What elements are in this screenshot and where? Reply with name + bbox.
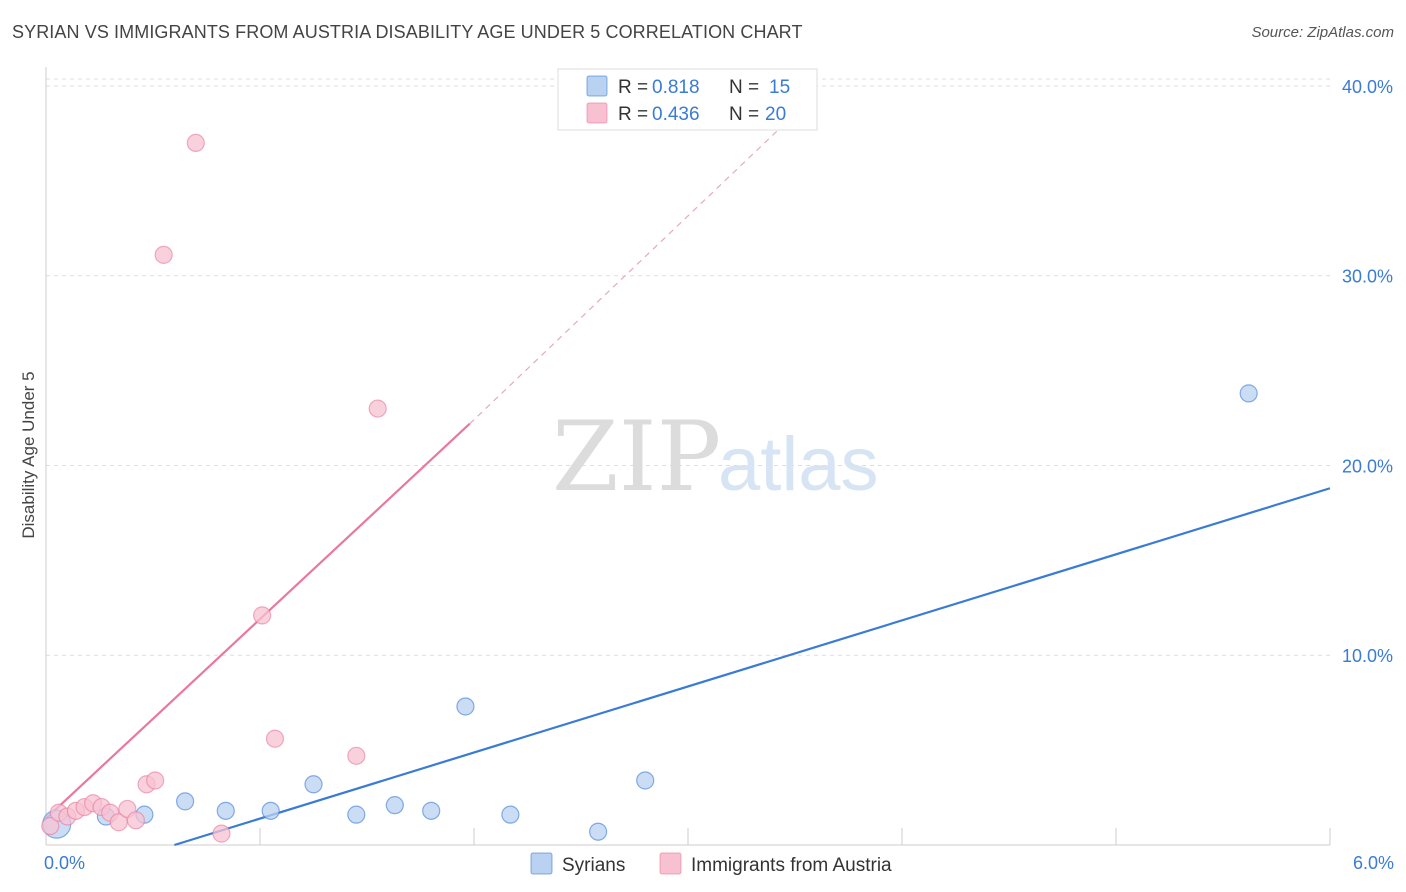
point-syrians-11 <box>501 805 520 824</box>
watermark-atlas: atlas <box>718 422 879 507</box>
point-austria-13 <box>154 245 173 264</box>
legend-stats: R = 0.818 N = 15 R = 0.436 N = 20 <box>557 68 818 131</box>
legend-r-value-austria: 0.436 <box>652 104 700 125</box>
x-tick-label-0: 0.0% <box>44 853 85 873</box>
point-austria-15 <box>212 824 231 843</box>
legend-n-value-syrians: 15 <box>769 77 790 98</box>
point-austria-16 <box>253 606 272 625</box>
point-syrians-10 <box>456 697 475 716</box>
point-syrians-7 <box>347 805 366 824</box>
point-syrians-4 <box>216 801 235 820</box>
data-points <box>41 133 1258 843</box>
chart-title: SYRIAN VS IMMIGRANTS FROM AUSTRIA DISABI… <box>12 22 803 42</box>
legend-swatch-austria <box>586 102 608 124</box>
y-tick-label-2: 30.0% <box>1342 267 1393 287</box>
point-syrians-12 <box>589 822 608 841</box>
point-austria-19 <box>368 399 387 418</box>
point-syrians-5 <box>261 801 280 820</box>
point-austria-18 <box>347 746 366 765</box>
legend-r-label-syrians: R = <box>618 77 648 98</box>
point-austria-12 <box>146 771 165 790</box>
point-syrians-6 <box>304 775 323 794</box>
legend-bottom-label-austria: Immigrants from Austria <box>691 855 892 876</box>
point-syrians-8 <box>385 796 404 815</box>
y-tick-label-1: 20.0% <box>1342 456 1393 476</box>
legend-n-label-syrians: N = <box>729 77 759 98</box>
y-tick-label-3: 40.0% <box>1342 77 1393 97</box>
point-syrians-14 <box>1239 384 1258 403</box>
point-austria-17 <box>265 729 285 748</box>
legend-bottom-swatch-syrians <box>530 852 553 875</box>
trend-extension-austria <box>469 93 817 425</box>
grid-lines <box>46 78 1330 656</box>
trend-line-syrians <box>174 487 1331 847</box>
point-syrians-3 <box>176 792 195 811</box>
legend-n-label-austria: N = <box>729 104 759 125</box>
chart-source: Source: ZipAtlas.com <box>1251 24 1394 41</box>
watermark-zip: ZIP <box>552 401 721 513</box>
legend-r-value-syrians: 0.818 <box>652 77 700 98</box>
x-tick-label-1: 6.0% <box>1353 853 1394 873</box>
legend-r-label-austria: R = <box>618 104 648 125</box>
legend-bottom-label-syrians: Syrians <box>562 855 625 876</box>
point-syrians-9 <box>422 801 441 820</box>
point-austria-14 <box>186 133 205 153</box>
legend-series: Syrians Immigrants from Austria <box>530 852 892 876</box>
point-austria-10 <box>126 811 145 830</box>
point-syrians-13 <box>636 771 655 790</box>
legend-swatch-syrians <box>586 75 608 97</box>
legend-n-value-austria: 20 <box>765 104 786 125</box>
y-tick-label-0: 10.0% <box>1342 646 1393 666</box>
axes <box>45 67 1331 846</box>
watermark: ZIP atlas <box>552 401 879 513</box>
tick-labels: 10.0% 20.0% 30.0% 40.0% 0.0% 6.0% <box>44 77 1394 873</box>
point-austria-0 <box>41 816 60 836</box>
y-axis-label: Disability Age Under 5 <box>19 371 38 538</box>
legend-bottom-swatch-austria <box>659 852 682 875</box>
